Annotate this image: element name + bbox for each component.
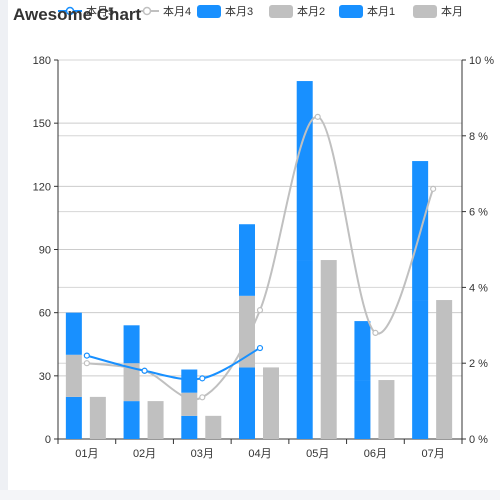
legend-label: 本月3 [225,4,253,18]
bars [65,81,453,439]
x-tick-label: 04月 [248,448,271,460]
x-tick-label: 06月 [364,448,387,460]
y-right-tick-label: 4 % [469,282,488,294]
bar-本月-07月 [436,300,453,439]
legend-item-本月3[interactable]: 本月3 [197,4,253,18]
bar-本月-03月 [205,415,222,439]
point-本月5 [199,375,206,382]
point-本月4 [199,394,206,401]
stacked-bar-本月3-05月 [296,81,313,261]
stacked-bar-本月3-03月 [181,369,198,393]
legend-label: 本月 [441,4,463,18]
y-left-tick-label: 0 [45,434,51,446]
stacked-bar-本月2-01月 [65,354,82,397]
y-right-tick-label: 10 % [469,55,494,67]
stacked-bar-本月1-04月 [239,367,255,439]
x-tick-label: 03月 [191,448,214,460]
point-本月4 [314,113,321,120]
legend-label: 本月4 [163,4,191,18]
bar-本月-04月 [263,367,279,439]
stacked-bar-本月3-01月 [65,312,82,355]
y-right-tick-label: 2 % [469,358,488,370]
stacked-bar-本月3-06月 [354,321,371,381]
point-本月4 [256,307,264,314]
y-right-tick-label: 6 % [469,207,488,219]
y-left-tick-label: 90 [39,245,51,257]
stacked-bar-本月1-05月 [296,260,313,439]
y-left-tick-label: 120 [33,181,51,193]
legend-item-本月2[interactable]: 本月2 [269,4,325,18]
y-left-tick-label: 150 [33,118,51,130]
lines [83,113,437,401]
legend-line-marker [65,6,75,16]
x-tick-label: 07月 [422,448,445,460]
legend-line-marker [142,6,152,16]
legend-label: 本月5 [86,4,114,18]
x-tick-label: 01月 [75,448,98,460]
stacked-bar-本月3-04月 [239,224,255,296]
legend-bar-swatch [413,5,437,18]
y-right-tick-label: 8 % [469,131,488,143]
line-本月4 [86,115,435,401]
chart-title: Awesome Chart [13,5,142,24]
stacked-bar-本月1-03月 [181,415,198,439]
y-left-tick-label: 60 [39,308,51,320]
legend-item-本月4[interactable]: 本月4 [135,4,191,18]
page-edge-left [0,0,8,500]
legend[interactable]: 本月5 本月4 本月3 本月2 本月1 本月 [58,4,463,18]
bar-本月-01月 [89,396,106,439]
legend-bar-swatch [197,5,221,18]
legend-label: 本月1 [367,4,395,18]
stacked-bar-本月1-01月 [65,396,82,439]
legend-bar-swatch [339,5,363,18]
y-right-tick-label: 0 % [469,434,488,446]
legend-item-本月1[interactable]: 本月1 [339,4,395,18]
point-本月4 [83,360,90,367]
point-本月5 [141,367,148,374]
point-本月5 [83,352,90,359]
bar-本月-05月 [320,260,337,439]
legend-item-本月[interactable]: 本月 [413,4,463,18]
stacked-bar-本月2-04月 [239,295,255,368]
legend-item-本月5[interactable]: 本月5 [58,4,114,18]
stacked-bar-本月1-06月 [354,380,371,439]
y-left-tick-label: 30 [39,371,51,383]
x-tick-label: 05月 [306,448,329,460]
point-本月5 [256,344,264,352]
point-本月4 [430,185,437,192]
bar-本月-02月 [147,401,164,439]
point-本月4 [372,329,379,336]
legend-bar-swatch [269,5,293,18]
stacked-bar-本月1-07月 [412,300,429,439]
stacked-bar-本月1-02月 [123,401,140,439]
page-edge-bottom [0,490,500,500]
legend-label: 本月2 [297,4,325,18]
y-left-tick-label: 180 [33,55,51,67]
stacked-bar-本月2-02月 [123,363,140,402]
axes: 0 30 60 90 120 150 180 0 % 2 % 4 % 6 % 8 % 10 % 01月 02… [33,55,495,460]
line-本月5 [86,347,261,381]
grid-lines [58,59,462,377]
stacked-bar-本月3-02月 [123,325,140,364]
x-tick-label: 02月 [133,448,156,460]
bar-本月-06月 [378,380,395,439]
